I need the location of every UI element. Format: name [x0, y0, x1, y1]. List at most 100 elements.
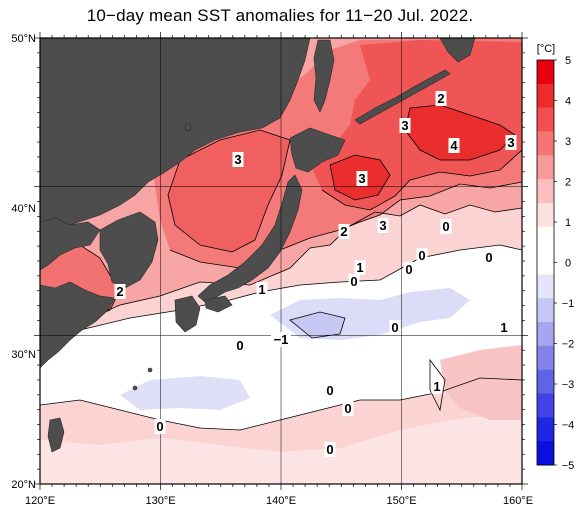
land-asia-mainland — [40, 38, 311, 226]
lon-label: 130°E — [145, 495, 175, 507]
contour-label-box — [377, 218, 389, 233]
colorbar-swatch — [537, 250, 554, 275]
contour-label-box — [483, 250, 495, 265]
colorbar: [°C] 5 4 3 2 1 0 −1 −2 −3 −4 −5 — [536, 43, 574, 472]
contour-label-box — [154, 419, 166, 434]
anomaly-region-neg-west — [120, 376, 250, 410]
contour-line — [404, 104, 516, 161]
land-china-coast — [40, 217, 101, 271]
land-hokkaido — [289, 127, 346, 173]
contour-label-box — [354, 260, 366, 275]
lon-label: 150°E — [386, 495, 416, 507]
frame-ticks — [34, 32, 528, 490]
land-china-east — [40, 281, 116, 369]
contour-label-box — [389, 320, 401, 335]
lon-label: 160°E — [503, 495, 533, 507]
colorbar-swatch — [537, 202, 554, 228]
contour-line — [429, 358, 446, 412]
contour-label-box — [356, 171, 368, 186]
colorbar-swatch — [537, 107, 554, 132]
contour-label-box — [416, 248, 428, 263]
contour-label: 0 — [156, 419, 163, 434]
contour-label-box — [271, 332, 291, 347]
land-kyushu — [174, 295, 201, 333]
colorbar-swatch — [537, 179, 554, 204]
contour-line — [289, 311, 346, 339]
contour-label: 0 — [326, 442, 333, 457]
contour-label: 3 — [507, 135, 514, 150]
contour-label: 3 — [234, 152, 241, 167]
land-korea — [99, 211, 159, 289]
contour-label: 3 — [358, 171, 365, 186]
contour-line — [329, 154, 391, 201]
contour-label-box — [399, 118, 411, 133]
contour-line — [167, 129, 291, 253]
contour-label: 2 — [437, 91, 444, 106]
lon-label: 140°E — [266, 495, 296, 507]
colorbar-tick-label: −5 — [562, 460, 575, 472]
colorbar-swatch — [537, 345, 554, 371]
colorbar-tick-label: 2 — [565, 177, 571, 189]
colorbar-swatch — [537, 155, 554, 180]
contour-label: 1 — [500, 320, 507, 335]
colorbar-swatch — [537, 369, 554, 395]
contour-label-box — [505, 135, 517, 150]
contour-label: 3 — [379, 218, 386, 233]
contour-label: 1 — [433, 379, 440, 394]
contour-label-box — [448, 138, 460, 153]
contour-label-box — [431, 379, 443, 394]
contour-label: 1 — [258, 282, 265, 297]
colorbar-tick-label: −1 — [562, 298, 575, 310]
contour-label-box — [498, 320, 510, 335]
colorbar-ticks: 5 4 3 2 1 0 −1 −2 −3 −4 −5 — [554, 55, 574, 472]
contour-label-box — [348, 274, 360, 289]
contour-label-box — [234, 338, 246, 353]
contour-label-box — [256, 282, 268, 297]
anomaly-region-neg-1c — [290, 312, 345, 338]
contour-label: 3 — [401, 118, 408, 133]
lat-label: 40°N — [11, 203, 36, 215]
land-shikoku — [204, 295, 233, 313]
anomaly-region-4c — [405, 105, 515, 160]
contour-label: 0 — [391, 320, 398, 335]
lon-label: 120°E — [25, 495, 55, 507]
anomaly-region-sea-of-japan — [168, 130, 290, 252]
land-ryukyu — [147, 367, 153, 373]
colorbar-tick-label: −2 — [562, 339, 575, 351]
colorbar-tick-label: 3 — [565, 136, 571, 148]
contour-label: 2 — [116, 284, 123, 299]
anomaly-region-southeast — [440, 345, 522, 420]
contour-label: 0 — [485, 250, 492, 265]
colorbar-swatch — [537, 322, 554, 347]
contour-label: 0 — [350, 274, 357, 289]
colorbar-tick-label: 1 — [565, 217, 571, 229]
contour-label: 0 — [442, 219, 449, 234]
contour-line — [40, 204, 522, 321]
map-title: 10−day mean SST anomalies for 11−20 Jul.… — [86, 6, 474, 25]
colorbar-tick-label: 0 — [565, 258, 571, 270]
contour-line — [321, 149, 522, 211]
colorbar-swatch — [537, 60, 554, 85]
contour-label-box — [440, 219, 452, 234]
lat-label: 30°N — [11, 349, 36, 361]
land — [40, 38, 476, 453]
contour-label-box — [435, 91, 447, 106]
contour-label-box — [324, 383, 336, 398]
contour-label-box — [324, 442, 336, 457]
colorbar-tick-label: −3 — [562, 379, 575, 391]
contour-label: 0 — [344, 401, 351, 416]
contour-label: 0 — [418, 248, 425, 263]
colorbar-swatch — [537, 417, 554, 442]
land-sakhalin — [313, 39, 335, 113]
colorbar-swatch — [537, 274, 554, 299]
contour-label: 0 — [236, 338, 243, 353]
colorbar-swatches — [537, 60, 554, 466]
contour-label: 0 — [405, 262, 412, 277]
colorbar-swatch — [537, 131, 554, 156]
colorbar-tick-label: −4 — [562, 420, 575, 432]
contour-label: 4 — [450, 138, 458, 153]
contour-label: −1 — [274, 332, 289, 347]
colorbar-swatch — [537, 298, 554, 323]
